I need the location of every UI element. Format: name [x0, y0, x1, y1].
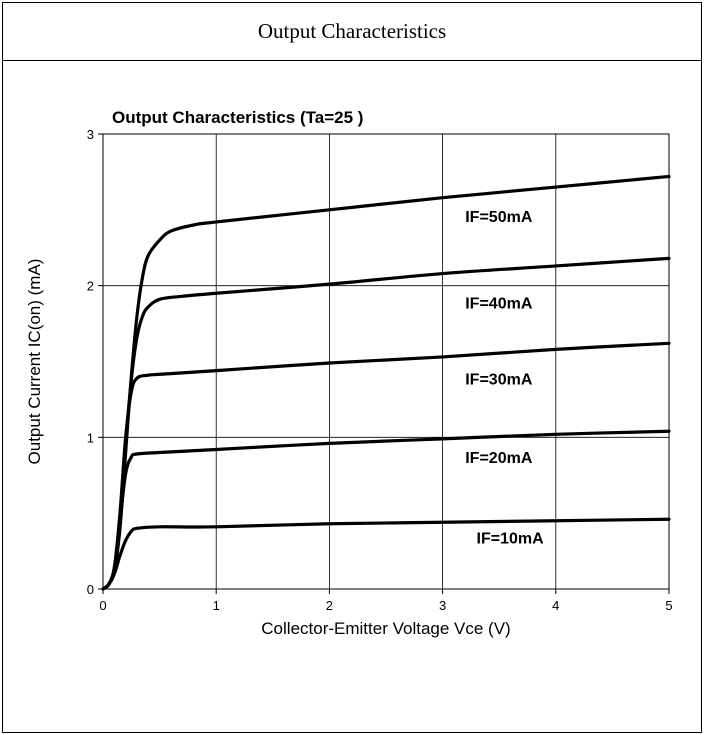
- series-line-if-20ma: [101, 429, 671, 591]
- curve-label-3: IF=20mA: [465, 450, 533, 467]
- x-axis-label: Collector-Emitter Voltage Vce (V): [261, 619, 510, 638]
- y-tick-label-1: 1: [87, 430, 94, 445]
- series-line-if-10ma: [101, 517, 671, 591]
- curve-label-1: IF=40mA: [465, 295, 533, 312]
- y-tick-label-0: 0: [87, 582, 94, 597]
- y-tick-label-2: 2: [87, 279, 94, 294]
- y-tick-label-3: 3: [87, 127, 94, 142]
- series-line-if-40ma: [101, 256, 671, 591]
- x-tick-label-2: 2: [326, 598, 333, 613]
- x-tick-label-4: 4: [552, 598, 559, 613]
- x-tick-label-1: 1: [213, 598, 220, 613]
- curve-label-2: IF=30mA: [465, 371, 533, 388]
- y-axis-label: Output Current IC(on) (mA): [25, 259, 44, 465]
- section-header: Output Characteristics: [3, 3, 701, 61]
- curve-label-0: IF=50mA: [465, 209, 533, 226]
- plot-frame: [102, 133, 670, 590]
- x-tick-label-0: 0: [99, 598, 106, 613]
- x-tick-label-5: 5: [665, 598, 672, 613]
- curve-label-4: IF=10mA: [477, 531, 545, 548]
- chart-title: Output Characteristics (Ta=25 ): [112, 108, 363, 127]
- x-tick-label-3: 3: [439, 598, 446, 613]
- series-line-if-30ma: [101, 341, 671, 591]
